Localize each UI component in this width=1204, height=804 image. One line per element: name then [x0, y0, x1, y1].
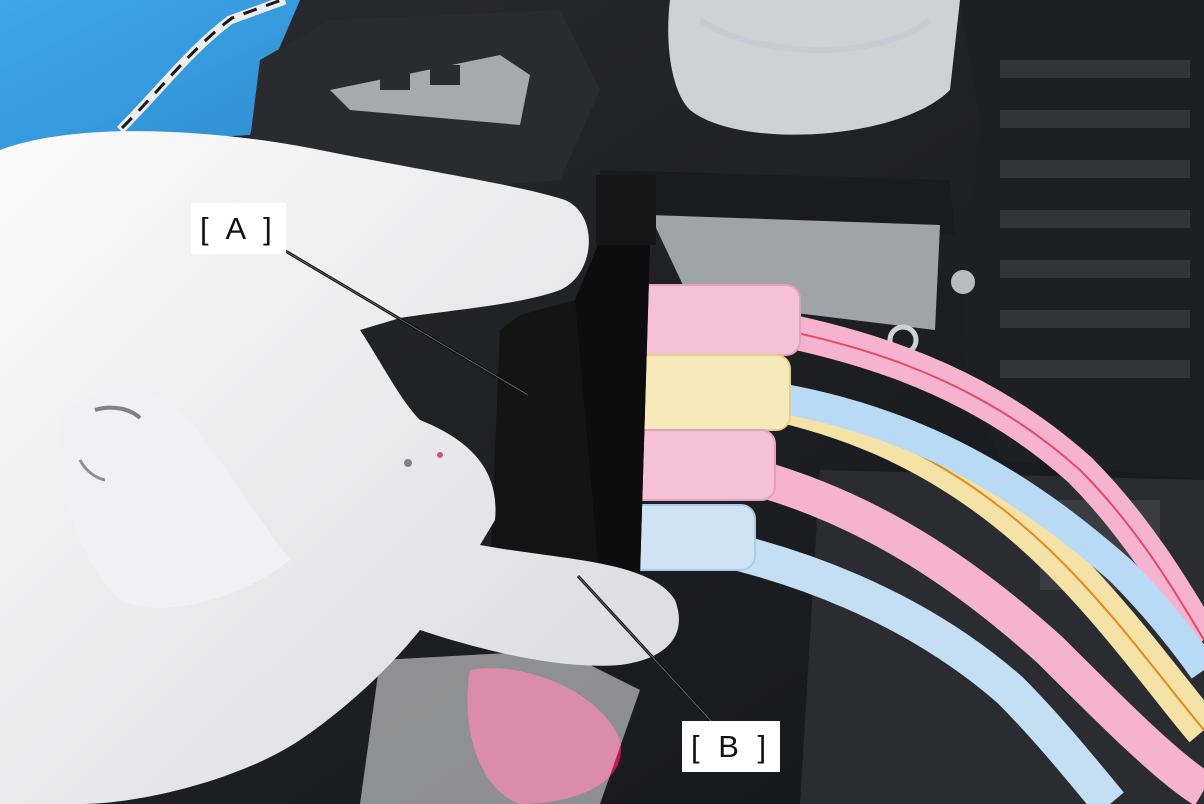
callout-label-b: [ B ] — [682, 721, 780, 772]
sleeve-pink — [630, 285, 800, 355]
callout-label-a: [ A ] — [191, 203, 286, 254]
